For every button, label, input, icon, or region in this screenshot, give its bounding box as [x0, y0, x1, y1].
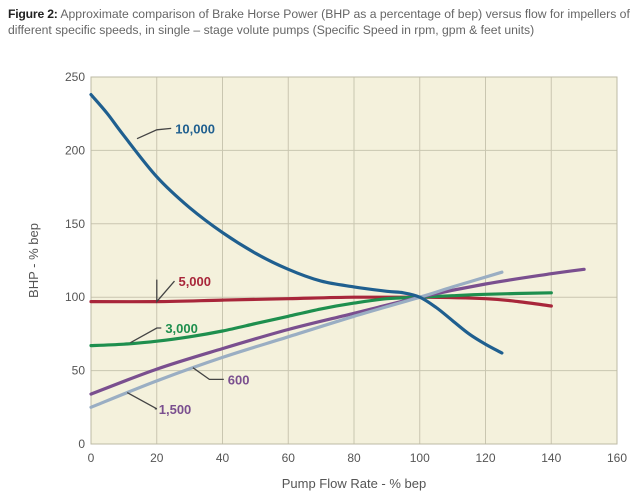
- y-tick-label: 250: [65, 70, 85, 84]
- label-leader-line: [136, 127, 172, 140]
- y-tick-label: 0: [78, 437, 85, 451]
- y-tick-label: 200: [65, 143, 85, 157]
- x-tick-label: 120: [475, 451, 495, 465]
- label-leader-line: [156, 279, 175, 304]
- figure-caption-text: Approximate comparison of Brake Horse Po…: [8, 7, 630, 37]
- series-label: 1,500: [159, 402, 192, 417]
- label-leader-line: [126, 392, 158, 410]
- x-tick-label: 40: [216, 451, 230, 465]
- y-axis-title: BHP - % bep: [26, 223, 41, 298]
- series-line-5000: [89, 295, 553, 308]
- x-axis-title: Pump Flow Rate - % bep: [282, 476, 427, 491]
- figure-label: Figure 2:: [8, 7, 58, 21]
- x-tick-label: 140: [541, 451, 561, 465]
- x-tick-label: 20: [150, 451, 164, 465]
- x-tick-label: 160: [607, 451, 627, 465]
- figure-caption: Figure 2: Approximate comparison of Brak…: [8, 6, 632, 38]
- y-tick-label: 150: [65, 217, 85, 231]
- y-tick-label: 50: [72, 364, 86, 378]
- series-line-10000: [89, 93, 504, 355]
- series-line-600: [89, 267, 586, 396]
- x-tick-label: 100: [410, 451, 430, 465]
- series-line-3000: [89, 291, 553, 348]
- x-tick-label: 0: [88, 451, 95, 465]
- series-label: 600: [228, 372, 250, 387]
- label-leader-line: [192, 367, 224, 381]
- x-tick-label: 60: [282, 451, 296, 465]
- series-line-1500: [89, 270, 504, 409]
- x-tick-label: 80: [347, 451, 361, 465]
- plot-frame: [90, 76, 618, 445]
- series-label: 3,000: [165, 321, 198, 336]
- y-tick-label: 100: [65, 290, 85, 304]
- series-label: 5,000: [178, 274, 211, 289]
- label-leader-line: [130, 327, 162, 344]
- series-label: 10,000: [175, 121, 215, 136]
